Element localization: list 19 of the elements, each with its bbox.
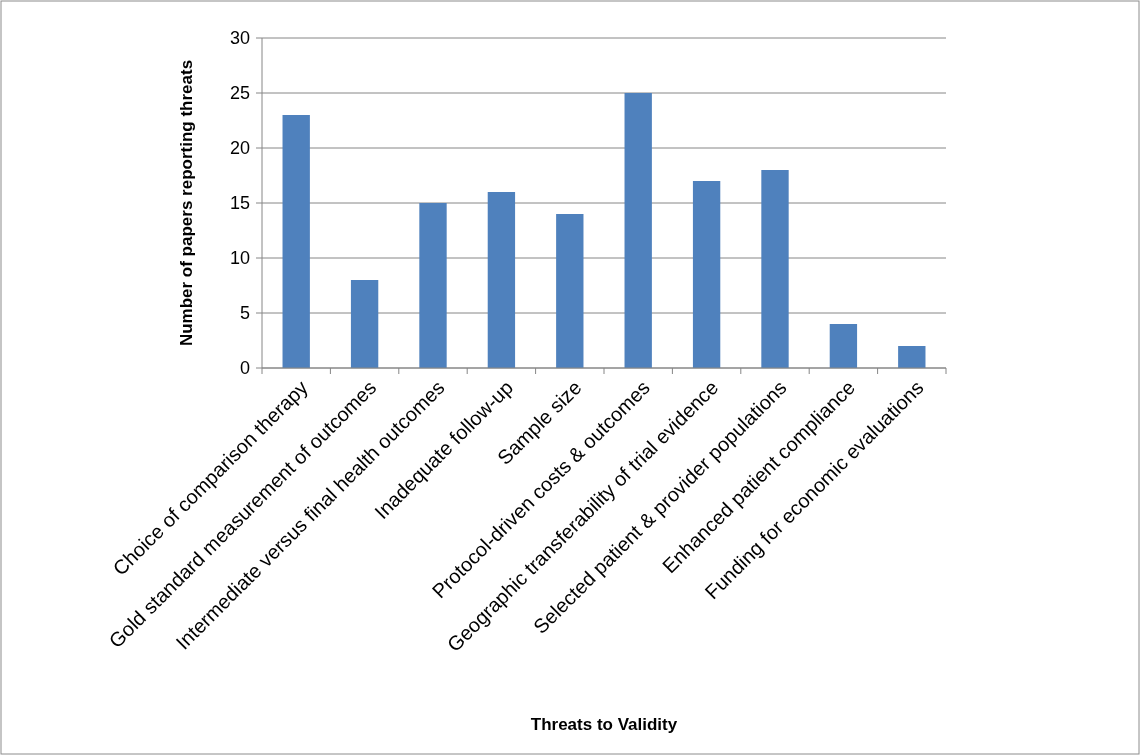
y-tick-label: 25 bbox=[229, 83, 250, 104]
bar bbox=[350, 280, 379, 368]
bar bbox=[761, 170, 789, 368]
y-tick-label: 0 bbox=[239, 358, 250, 379]
bar bbox=[829, 324, 858, 368]
bar bbox=[624, 93, 652, 368]
bar bbox=[898, 346, 926, 368]
bar bbox=[487, 192, 516, 368]
y-tick-label: 10 bbox=[229, 248, 250, 269]
bar bbox=[419, 203, 447, 368]
y-tick-label: 15 bbox=[229, 193, 250, 214]
x-axis-title: Threats to Validity bbox=[530, 715, 678, 734]
y-axis-title: Number of papers reporting threats bbox=[177, 59, 196, 347]
y-tick-label: 30 bbox=[229, 28, 250, 49]
bar bbox=[556, 214, 584, 368]
y-tick-label: 20 bbox=[229, 138, 250, 159]
bar bbox=[692, 181, 721, 368]
y-tick-label: 5 bbox=[239, 303, 250, 324]
bar bbox=[282, 115, 310, 368]
